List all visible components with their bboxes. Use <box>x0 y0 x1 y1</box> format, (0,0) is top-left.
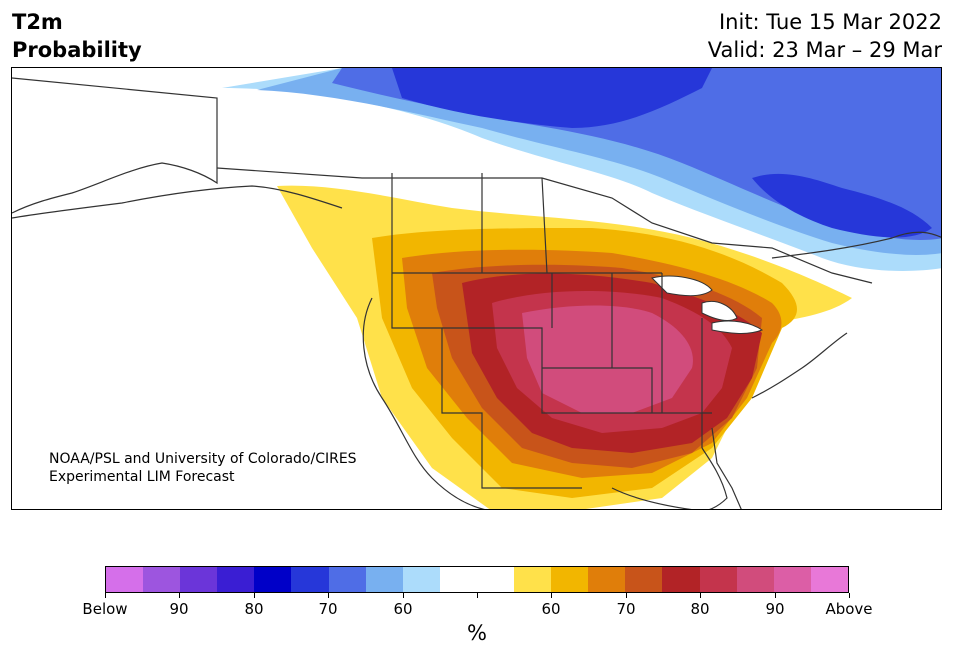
colorbar-tick <box>775 593 776 598</box>
colorbar-tick-label: 90 <box>169 600 189 618</box>
colorbar-tick <box>328 593 329 598</box>
product-label: Probability <box>12 38 142 62</box>
colorbar-tick <box>477 593 478 598</box>
colorbar-tick-label: 80 <box>690 600 710 618</box>
colorbar-segment <box>439 567 477 592</box>
colorbar-tick <box>105 593 106 598</box>
political-borders <box>12 77 941 509</box>
colorbar-tick <box>849 593 850 598</box>
forecast-dates: Init: Tue 15 Mar 2022 Valid: 23 Mar – 29… <box>708 8 942 64</box>
colorbar-segment <box>217 567 255 592</box>
colorbar-segment <box>106 567 144 592</box>
colorbar-segment <box>365 567 403 592</box>
colorbar-tick-label: 90 <box>765 600 785 618</box>
valid-range: Valid: 23 Mar – 29 Mar <box>707 38 942 62</box>
map-canvas <box>12 68 941 509</box>
colorbar-tick-label: 70 <box>318 600 338 618</box>
variable-label: T2m <box>12 10 63 34</box>
colorbar-tick <box>700 593 701 598</box>
colorbar-tick <box>254 593 255 598</box>
great-lakes-small <box>367 120 482 160</box>
colorbar-segment <box>180 567 218 592</box>
colorbar-segment <box>588 567 626 592</box>
warm-95-region <box>522 305 693 413</box>
colorbar-segment <box>625 567 663 592</box>
credit-text: NOAA/PSL and University of Colorado/CIRE… <box>49 450 357 486</box>
colorbar-tick <box>626 593 627 598</box>
probability-colorbar <box>105 566 849 593</box>
forecast-map[interactable] <box>11 67 942 510</box>
colorbar-tick-label: 60 <box>393 600 413 618</box>
colorbar-segment <box>143 567 181 592</box>
credit-line-2: Experimental LIM Forecast <box>49 469 235 485</box>
cold-90-region <box>392 68 932 238</box>
colorbar-segment <box>476 567 515 592</box>
colorbar-tick <box>403 593 404 598</box>
colorbar-segment <box>254 567 292 592</box>
colorbar-tick-label: 60 <box>541 600 561 618</box>
colorbar-tick-label: Below <box>82 600 128 618</box>
coastlines <box>12 185 848 509</box>
colorbar-segment <box>291 567 329 592</box>
colorbar-segment <box>810 567 848 592</box>
colorbar-segment <box>551 567 589 592</box>
colorbar-segment <box>328 567 366 592</box>
colorbar-segment <box>402 567 440 592</box>
colorbar-segment <box>514 567 552 592</box>
colorbar-tick-label: 70 <box>616 600 636 618</box>
credit-line-1: NOAA/PSL and University of Colorado/CIRE… <box>49 451 357 467</box>
colorbar-segment <box>699 567 737 592</box>
colorbar-tick <box>179 593 180 598</box>
map-title: T2m Probability <box>12 8 142 64</box>
colorbar-tick-label: Above <box>825 600 873 618</box>
init-date: Init: Tue 15 Mar 2022 <box>718 10 942 34</box>
great-lakes <box>651 275 764 334</box>
colorbar-segment <box>773 567 811 592</box>
colorbar-tick <box>551 593 552 598</box>
colorbar-unit: % <box>467 621 487 645</box>
colorbar-segment <box>662 567 700 592</box>
colorbar-segment <box>736 567 774 592</box>
colorbar-tick-label: 80 <box>244 600 264 618</box>
